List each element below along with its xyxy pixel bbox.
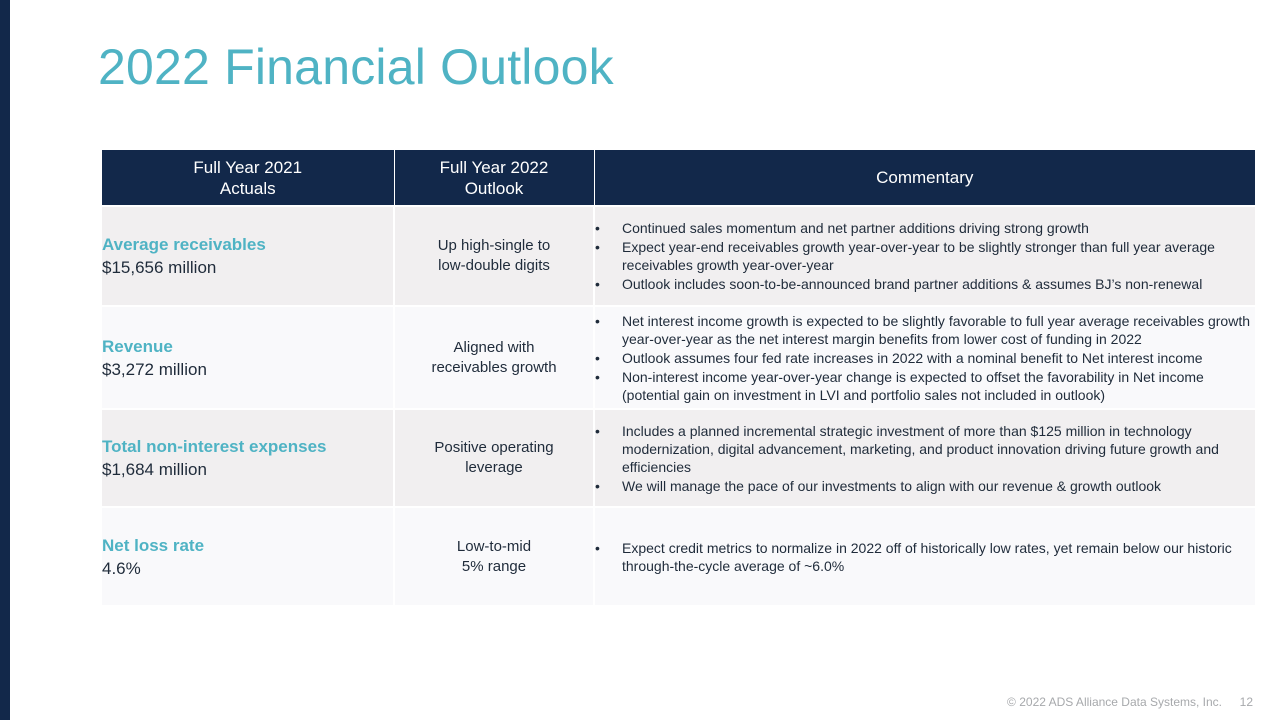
metric-cell: Average receivables $15,656 million	[102, 205, 395, 306]
metric-cell: Net loss rate 4.6%	[102, 506, 395, 605]
table-row-total-non-interest-expenses: Total non-interest expenses $1,684 milli…	[102, 408, 1255, 507]
metric-value: $15,656 million	[102, 258, 217, 277]
metric-value: $1,684 million	[102, 460, 207, 479]
outlook-cell: Aligned with receivables growth	[394, 305, 595, 409]
commentary-item: Outlook includes soon-to-be-announced br…	[595, 275, 1255, 293]
commentary-cell: Net interest income growth is expected t…	[594, 305, 1255, 409]
commentary-item: Non-interest income year-over-year chang…	[595, 368, 1255, 404]
outlook-cell: Up high-single to low-double digits	[394, 205, 595, 306]
metric-name: Revenue	[102, 336, 173, 356]
commentary-list: Expect credit metrics to normalize in 20…	[595, 539, 1255, 575]
outlook-cell: Positive operating leverage	[394, 408, 595, 507]
left-accent-bar	[0, 0, 10, 720]
header-commentary: Commentary	[594, 150, 1255, 206]
commentary-item: Expect year-end receivables growth year-…	[595, 238, 1255, 274]
table-row-average-receivables: Average receivables $15,656 million Up h…	[102, 205, 1255, 306]
metric-cell: Revenue $3,272 million	[102, 305, 395, 409]
header-fy2021-actuals: Full Year 2021 Actuals	[102, 150, 395, 206]
page-title: 2022 Financial Outlook	[98, 39, 614, 95]
outlook-text: Positive operating leverage	[434, 439, 554, 476]
commentary-item: Includes a planned incremental strategic…	[595, 422, 1255, 476]
commentary-cell: Continued sales momentum and net partner…	[594, 205, 1255, 306]
outlook-table: Full Year 2021 Actuals Full Year 2022 Outl…	[102, 150, 1255, 605]
commentary-cell: Expect credit metrics to normalize in 20…	[594, 506, 1255, 605]
commentary-item: Expect credit metrics to normalize in 20…	[595, 539, 1255, 575]
outlook-text: Low-to-mid 5% range	[456, 537, 532, 575]
header-fy2022-outlook: Full Year 2022 Outlook	[394, 150, 595, 206]
metric-name: Net loss rate	[102, 535, 205, 555]
commentary-item: Outlook assumes four fed rate increases …	[595, 349, 1255, 367]
metric-value: 4.6%	[102, 558, 141, 578]
table-header-row: Full Year 2021 Actuals Full Year 2022 Outl…	[102, 150, 1255, 206]
metric-cell: Total non-interest expenses $1,684 milli…	[102, 408, 395, 507]
outlook-text: Up high-single to low-double digits	[437, 237, 551, 274]
page-number: 12	[1239, 695, 1253, 709]
metric-name: Total non-interest expenses	[102, 437, 327, 456]
commentary-item: Net interest income growth is expected t…	[595, 312, 1255, 348]
commentary-list: Continued sales momentum and net partner…	[595, 219, 1255, 293]
outlook-cell: Low-to-mid 5% range	[394, 506, 595, 605]
outlook-text: Aligned with receivables growth	[431, 338, 557, 376]
metric-value: $3,272 million	[102, 359, 207, 379]
copyright-notice: © 2022 ADS Alliance Data Systems, Inc.	[1007, 695, 1222, 709]
commentary-item: We will manage the pace of our investmen…	[595, 477, 1255, 495]
commentary-cell: Includes a planned incremental strategic…	[594, 408, 1255, 507]
metric-name: Average receivables	[102, 235, 266, 254]
commentary-item: Continued sales momentum and net partner…	[595, 219, 1255, 237]
table-row-revenue: Revenue $3,272 million Aligned with recei…	[102, 305, 1255, 409]
commentary-list: Includes a planned incremental strategic…	[595, 422, 1255, 495]
commentary-list: Net interest income growth is expected t…	[595, 312, 1255, 404]
